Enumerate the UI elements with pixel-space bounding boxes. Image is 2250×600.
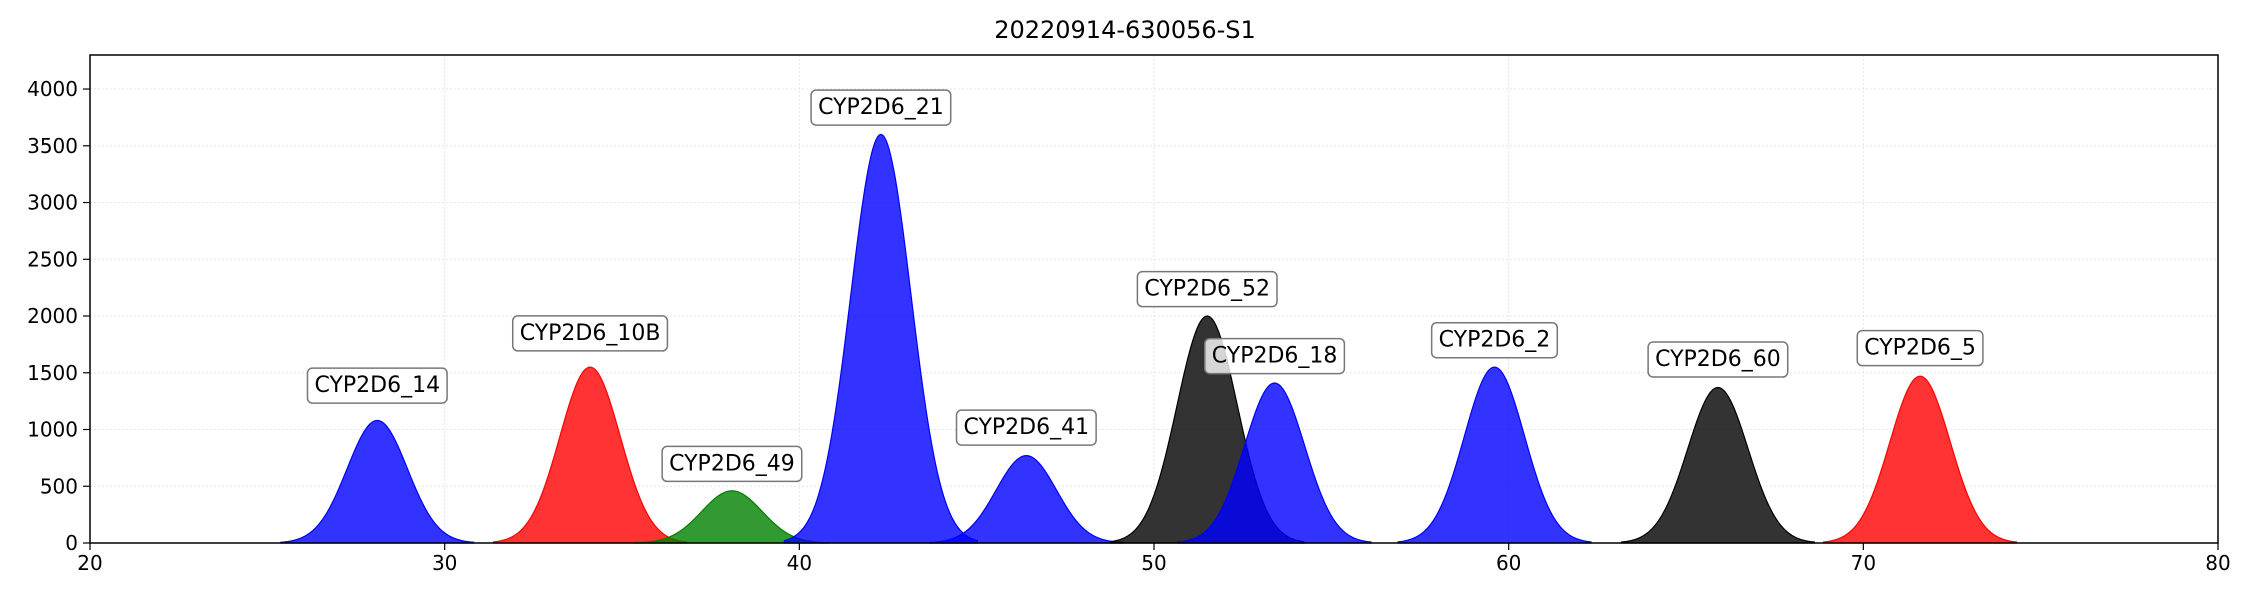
peak-label: CYP2D6_14 (314, 373, 440, 398)
y-tick-label: 2500 (27, 247, 78, 271)
peak-label-group: CYP2D6_14 (306, 367, 448, 404)
peak-label: CYP2D6_52 (1144, 277, 1270, 302)
peak-label: CYP2D6_18 (1212, 344, 1338, 369)
peak-label-group: CYP2D6_49 (661, 445, 803, 483)
y-tick-label: 0 (65, 531, 78, 555)
x-axis: 20 30 40 50 60 70 80 (77, 543, 2231, 575)
peak-label-box (1136, 270, 1278, 308)
peak-label-box (810, 89, 952, 126)
peak-labels: CYP2D6_14 CYP2D6_10B CYP2D6_49 CYP2D6_21 CYP… (306, 89, 1984, 483)
peak-label-group: CYP2D6_2 (1430, 321, 1559, 359)
peak-label-group: CYP2D6_10B (511, 315, 669, 352)
peak-label: CYP2D6_10B (520, 321, 661, 346)
peak-label-group: CYP2D6_18 (1204, 337, 1346, 375)
peak-label: CYP2D6_2 (1439, 328, 1551, 353)
peak-area (1823, 375, 2018, 544)
y-tick-label: 4000 (27, 77, 78, 101)
peak-label-box (1430, 321, 1559, 359)
peak-label-box (1204, 337, 1346, 375)
y-tick-label: 3500 (27, 134, 78, 158)
peak-label-box (306, 367, 448, 404)
y-tick-label: 500 (40, 474, 78, 498)
peak-label-group: CYP2D6_60 (1647, 341, 1789, 378)
peak-area (929, 455, 1124, 544)
peak-label-box (1856, 329, 1984, 367)
peak-area (1397, 366, 1592, 544)
peak-label-group: CYP2D6_52 (1136, 270, 1278, 308)
peak-label: CYP2D6_49 (669, 451, 795, 476)
x-tick-label: 30 (432, 551, 457, 575)
x-tick-label: 50 (1141, 551, 1166, 575)
peak-label-box (955, 409, 1097, 446)
peak-area (280, 419, 475, 544)
chart-title: 20220914-630056-S1 (994, 16, 1256, 44)
x-tick-label: 40 (787, 551, 812, 575)
peak-label: CYP2D6_60 (1655, 347, 1781, 372)
x-tick-label: 60 (1496, 551, 1521, 575)
peak-label: CYP2D6_41 (964, 415, 1090, 440)
peak-label: CYP2D6_21 (818, 95, 944, 120)
x-tick-label: 20 (77, 551, 102, 575)
x-tick-label: 80 (2205, 551, 2230, 575)
y-tick-label: 1000 (27, 418, 78, 442)
peak-label-group: CYP2D6_21 (810, 89, 952, 126)
grid (89, 55, 2219, 544)
peak-label-group: CYP2D6_41 (955, 409, 1097, 446)
x-tick-label: 70 (1851, 551, 1876, 575)
peak-area (783, 133, 978, 544)
peak-area (1177, 382, 1372, 544)
y-tick-label: 1500 (27, 361, 78, 385)
peak-label-box (511, 315, 669, 352)
peak-area (1620, 386, 1815, 544)
peak-label-box (661, 445, 803, 483)
peak-label: CYP2D6_5 (1864, 336, 1976, 361)
y-axis: 0 500 1000 1500 2000 2500 3000 3500 4000 (27, 77, 90, 555)
peak-label-group: CYP2D6_5 (1856, 329, 1984, 367)
y-tick-label: 3000 (27, 191, 78, 215)
y-tick-label: 2000 (27, 304, 78, 328)
peaks (280, 133, 2018, 544)
peak-label-box (1647, 341, 1789, 378)
peak-area (493, 366, 688, 544)
